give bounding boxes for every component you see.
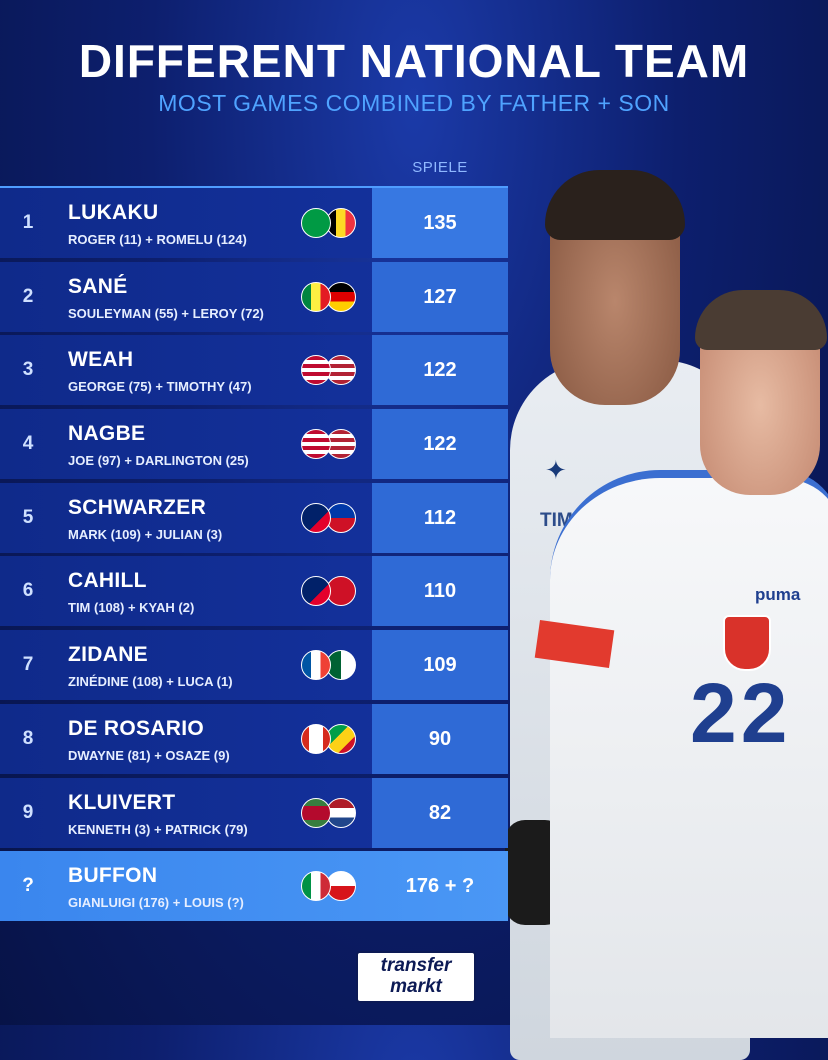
father-son-detail: ZINÉDINE (108) + LUCA (1)	[68, 674, 233, 690]
table-row: 8 DE ROSARIO DWAYNE (81) + OSAZE (9) 90	[0, 703, 508, 774]
table-row: 6 CAHILL TIM (108) + KYAH (2) 110	[0, 556, 508, 627]
czech-crest-icon	[723, 615, 771, 671]
flag-icon	[301, 871, 331, 902]
games-count: 176 + ?	[405, 875, 475, 898]
games-count: 122	[372, 409, 508, 480]
games-count: 110	[372, 556, 508, 627]
player-surname: ZIDANE	[68, 643, 148, 667]
player-right-hair	[695, 290, 827, 350]
rank-number: 1	[22, 212, 34, 233]
table-row: 7 ZIDANE ZINÉDINE (108) + LUCA (1) 109	[0, 630, 508, 701]
table-row: 9 KLUIVERT KENNETH (3) + PATRICK (79) 82	[0, 777, 508, 848]
player-surname: CAHILL	[68, 569, 147, 593]
table-row: 1 LUKAKU ROGER (11) + ROMELU (124) 135	[0, 186, 508, 258]
father-son-detail: GIANLUIGI (176) + LOUIS (?)	[68, 895, 244, 911]
father-son-detail: JOE (97) + DARLINGTON (25)	[68, 453, 249, 469]
rank-number: 6	[22, 580, 34, 602]
flag-icon	[326, 429, 356, 460]
player-surname: LUKAKU	[68, 201, 159, 224]
brand-text: puma	[755, 585, 801, 604]
games-count: 127	[372, 261, 508, 332]
games-count: 90	[372, 703, 508, 774]
flags	[301, 281, 357, 312]
logo-line-2: markt	[390, 976, 442, 997]
games-count: 122	[372, 335, 508, 406]
rank-number: ?	[22, 875, 34, 897]
table-row: 2 SANÉ SOULEYMAN (55) + LEROY (72) 127	[0, 261, 508, 332]
games-count: 112	[372, 482, 508, 553]
flag-icon	[326, 502, 356, 533]
player-surname: DE ROSARIO	[68, 716, 205, 740]
flag-icon	[326, 281, 356, 312]
player-surname: WEAH	[68, 348, 134, 372]
players-illustration: ✦ TIM puma 22	[505, 165, 828, 1060]
ranking-table: 1 LUKAKU ROGER (11) + ROMELU (124) 135 2 SANÉ…	[0, 186, 508, 925]
flags	[301, 871, 357, 902]
rank-number: 9	[22, 801, 34, 823]
flags	[301, 502, 357, 533]
flag-icon	[301, 576, 331, 607]
flag-icon	[301, 502, 331, 533]
puma-logo-icon: ✦	[545, 455, 567, 485]
transfermarkt-logo: transfer markt	[356, 951, 476, 1003]
flag-icon	[301, 723, 331, 754]
player-surname: NAGBE	[68, 422, 146, 446]
table-row: 5 SCHWARZER MARK (109) + JULIAN (3) 112	[0, 482, 508, 553]
player-right-shirt	[550, 470, 828, 1038]
father-son-detail: ROGER (11) + ROMELU (124)	[68, 232, 247, 247]
rank-number: 4	[22, 433, 34, 455]
table-row: ? BUFFON GIANLUIGI (176) + LOUIS (?) 176 + …	[0, 851, 508, 922]
rank-number: 7	[22, 654, 34, 676]
flags	[301, 576, 357, 607]
rank-number: 3	[22, 359, 34, 381]
player-left-hair	[545, 170, 685, 240]
table-row: 4 NAGBE JOE (97) + DARLINGTON (25) 122	[0, 409, 508, 480]
flag-icon	[301, 429, 331, 460]
flag-icon	[326, 797, 356, 828]
flag-icon	[326, 355, 356, 386]
page-subtitle: MOST GAMES COMBINED BY FATHER + SON	[158, 90, 670, 116]
flags	[301, 797, 357, 828]
player-surname: SANÉ	[68, 274, 128, 298]
rank-number: 5	[22, 506, 34, 528]
father-son-detail: DWAYNE (81) + OSAZE (9)	[68, 747, 230, 763]
flag-icon	[301, 650, 331, 681]
father-son-detail: SOULEYMAN (55) + LEROY (72)	[68, 305, 264, 321]
player-surname: SCHWARZER	[68, 495, 207, 519]
father-son-detail: KENNETH (3) + PATRICK (79)	[68, 821, 248, 837]
page-title: DIFFERENT NATIONAL TEAM	[78, 35, 750, 87]
flags	[301, 429, 357, 460]
father-son-detail: MARK (109) + JULIAN (3)	[68, 526, 223, 542]
flag-icon	[326, 723, 356, 754]
flag-icon	[326, 650, 356, 681]
player-surname: KLUIVERT	[68, 790, 176, 814]
rank-number: 2	[22, 285, 34, 307]
flags	[301, 723, 357, 754]
shirt-number: 22	[690, 666, 792, 760]
flags	[301, 650, 357, 681]
flags	[301, 355, 357, 386]
flags	[301, 208, 357, 238]
flag-icon	[301, 355, 331, 386]
player-surname: BUFFON	[68, 864, 158, 888]
logo-line-1: transfer	[380, 955, 452, 976]
flag-icon	[301, 797, 331, 828]
games-column-header: SPIELE	[412, 159, 468, 176]
table-row: 3 WEAH GEORGE (75) + TIMOTHY (47) 122	[0, 335, 508, 406]
games-count: 135	[372, 188, 508, 258]
flag-icon	[301, 281, 331, 312]
rank-number: 8	[22, 727, 34, 749]
games-count: 82	[372, 777, 508, 848]
games-count: 109	[372, 630, 508, 701]
father-son-detail: TIM (108) + KYAH (2)	[68, 600, 195, 616]
flag-icon	[301, 208, 331, 238]
father-son-detail: GEORGE (75) + TIMOTHY (47)	[68, 379, 252, 395]
